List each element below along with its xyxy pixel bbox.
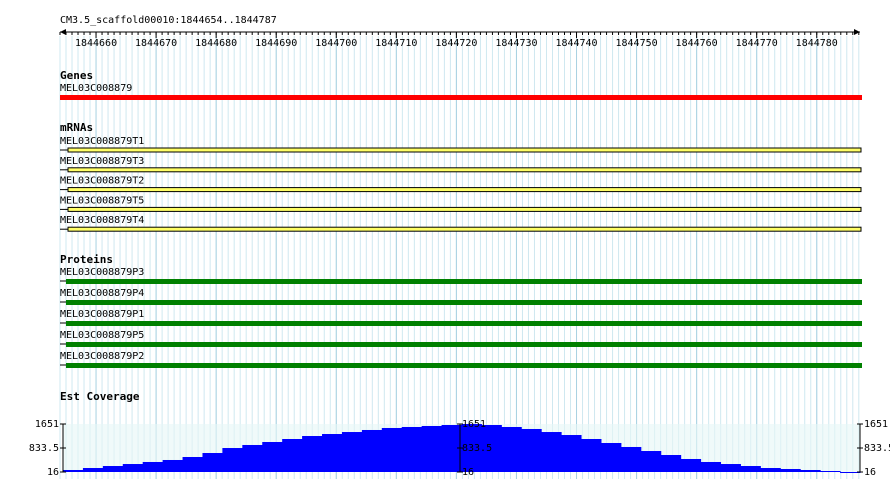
- coverage-bin: [341, 432, 363, 472]
- tick-label: 1844750: [615, 38, 657, 49]
- coverage-tick-label: 1651: [864, 419, 888, 430]
- grid: [59, 36, 860, 479]
- coverage-bin: [800, 470, 821, 472]
- coverage-bin: [242, 444, 263, 472]
- coverage-bin: [102, 466, 124, 472]
- coverage-bin: [461, 424, 482, 472]
- mrna-bar: [67, 167, 862, 173]
- tick-label: 1844720: [435, 38, 477, 49]
- coverage-bin: [222, 448, 243, 472]
- coverage-bin: [581, 439, 602, 472]
- feature-label: MEL03C008879T3: [60, 156, 144, 167]
- coverage-tick-label: 833.5: [29, 443, 59, 454]
- coverage-bin: [521, 428, 542, 472]
- tick-label: 1844670: [135, 38, 177, 49]
- coverage-bin: [401, 426, 423, 472]
- coverage-bin: [182, 456, 203, 472]
- coverage-bin: [82, 468, 104, 472]
- track-title: Proteins: [60, 253, 113, 266]
- coverage-bin: [361, 429, 383, 472]
- tick-label: 1844760: [676, 38, 718, 49]
- feature-label: MEL03C008879P1: [60, 309, 144, 320]
- coverage-bin: [720, 464, 741, 472]
- coverage-bin: [840, 472, 861, 473]
- feature-label: MEL03C008879T5: [60, 195, 144, 206]
- mrna-bar: [67, 206, 862, 212]
- tick-label: 1844780: [796, 38, 838, 49]
- coverage-bin: [142, 461, 164, 472]
- feature-label: MEL03C008879P3: [60, 267, 144, 278]
- protein-bar: [66, 363, 862, 368]
- coverage-bin: [122, 464, 144, 472]
- feature-label: MEL03C008879P2: [60, 351, 144, 362]
- tick-label: 1844700: [315, 38, 357, 49]
- tick-label: 1844730: [495, 38, 537, 49]
- protein-bar: [66, 300, 862, 305]
- coverage-bin: [561, 435, 582, 472]
- track-title: Genes: [60, 69, 93, 82]
- coverage-tick-label: 16: [864, 467, 876, 478]
- gene-bar: [60, 95, 862, 100]
- coverage-tick-label: 833.5: [462, 443, 492, 454]
- coverage-tick-label: 1651: [462, 419, 486, 430]
- feature-label: MEL03C008879P5: [60, 330, 144, 341]
- mrna-bar: [67, 147, 862, 153]
- tick-label: 1844680: [195, 38, 237, 49]
- mrna-bar: [67, 226, 862, 232]
- tick-label: 1844770: [736, 38, 778, 49]
- track-title: Est Coverage: [60, 390, 140, 403]
- coverage-bin: [600, 442, 622, 472]
- feature-label: MEL03C008879T2: [60, 176, 144, 187]
- coverage-bin: [501, 426, 522, 472]
- coverage-bin: [820, 471, 841, 473]
- feature-label: MEL03C008879P4: [60, 288, 144, 299]
- coverage-bin: [700, 461, 722, 472]
- protein-bar: [66, 342, 862, 347]
- coverage-bin: [760, 468, 781, 472]
- protein-bar: [66, 279, 862, 284]
- track-title: mRNAs: [60, 121, 93, 134]
- coverage-tick-label: 833.5: [864, 443, 890, 454]
- coverage-bin: [381, 427, 403, 472]
- coverage-bin: [541, 432, 562, 472]
- feature-label: MEL03C008879T4: [60, 215, 144, 226]
- coverage-bin: [481, 424, 502, 472]
- tick-label: 1844660: [75, 38, 117, 49]
- coverage-bin: [740, 466, 761, 472]
- coverage-bin: [322, 434, 343, 472]
- ruler-title: CM3.5_scaffold00010:1844654..1844787: [60, 15, 277, 26]
- coverage-bin: [620, 446, 642, 472]
- coverage-tick-label: 1651: [35, 419, 59, 430]
- feature-label: MEL03C008879: [60, 83, 132, 94]
- coverage-bin: [262, 441, 283, 472]
- coverage-bin: [441, 424, 462, 472]
- coverage-bin: [640, 451, 662, 472]
- coverage-bin: [63, 470, 84, 472]
- tick-label: 1844740: [555, 38, 597, 49]
- coverage-bin: [660, 455, 682, 472]
- coverage-bin: [202, 453, 223, 472]
- coverage-bin: [282, 439, 303, 472]
- protein-bar: [66, 321, 862, 326]
- feature-label: MEL03C008879T1: [60, 136, 144, 147]
- coverage-tick-label: 16: [47, 467, 59, 478]
- tick-label: 1844710: [375, 38, 417, 49]
- coverage-tick-label: 16: [462, 467, 474, 478]
- coverage-bin: [162, 459, 184, 472]
- mrna-bar: [67, 187, 862, 193]
- coverage-bin: [421, 425, 443, 472]
- coverage-bin: [680, 458, 702, 472]
- coverage-bin: [780, 469, 801, 472]
- coverage-bin: [302, 436, 323, 472]
- tick-label: 1844690: [255, 38, 297, 49]
